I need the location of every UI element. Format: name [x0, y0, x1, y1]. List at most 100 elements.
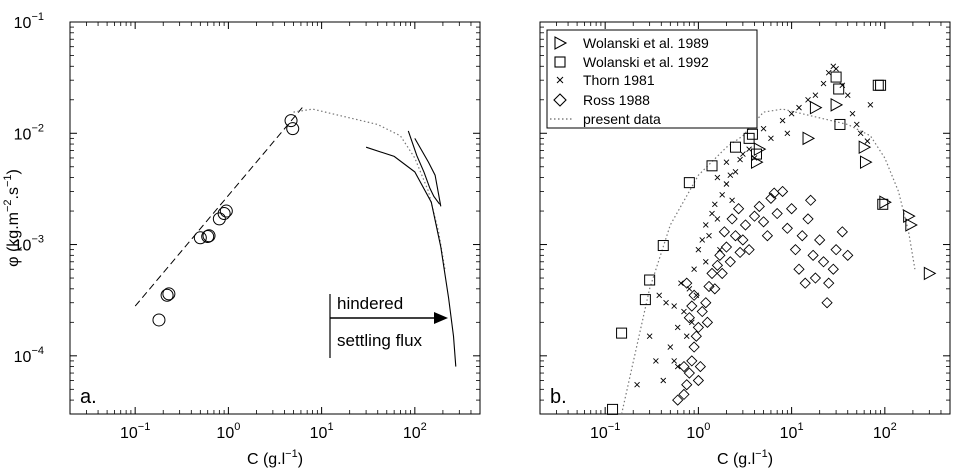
panel-a-xlabel: C (g.l−1) — [247, 448, 303, 468]
hindered-settling-curve — [365, 146, 457, 367]
dashed-fit-line — [134, 107, 303, 307]
circle-point — [201, 230, 215, 244]
thorn-1981-point — [660, 377, 667, 384]
ross-1988-point — [789, 244, 802, 256]
ross-1988-point — [683, 367, 695, 379]
wolanski-et-al-1992-point — [607, 403, 619, 415]
ross-1988-point — [809, 272, 822, 284]
ross-1988-point — [681, 277, 693, 289]
wolanski-et-al-1989-point — [905, 218, 918, 232]
ross-1988-point — [711, 259, 724, 271]
ross-1988-point — [732, 203, 745, 215]
wolanski-et-al-1989-point — [879, 195, 892, 210]
ross-1988-point — [814, 234, 826, 246]
ross-1988-point — [690, 330, 702, 342]
thorn-1981-point — [737, 156, 743, 163]
ross-1988-point — [765, 192, 777, 205]
thorn-1981-point — [653, 358, 659, 364]
thorn-1981-point — [746, 146, 752, 152]
ross-1988-point — [842, 249, 854, 261]
ross-1988-point — [709, 283, 721, 295]
panel-b-letter: b. — [550, 386, 567, 408]
ross-1988-point — [776, 185, 789, 198]
ross-1988-point — [716, 267, 728, 280]
wolanski-et-al-1992-point — [746, 128, 758, 140]
thorn-1981-point — [678, 280, 684, 286]
circle-point — [160, 288, 174, 302]
thorn-1981-point — [702, 258, 709, 265]
thorn-1981-point — [663, 299, 669, 306]
wolanski-et-al-1989-point — [750, 155, 764, 170]
legend-entry-wolanski-1992: Wolanski et al. 1992 — [583, 54, 709, 70]
wolanski-et-al-1992-point — [729, 141, 741, 153]
thorn-1981-point — [693, 292, 700, 299]
thorn-1981-point — [717, 246, 723, 253]
thorn-1981-point — [779, 117, 786, 124]
circle-point — [219, 204, 233, 218]
thorn-1981-point — [751, 155, 758, 161]
circle-point — [284, 114, 298, 128]
x-tick-label: 102 — [403, 421, 427, 442]
ross-1988-point — [739, 219, 752, 231]
circle-point — [152, 313, 166, 327]
circle-point — [162, 287, 176, 301]
legend-entry-ross-1988: Ross 1988 — [583, 92, 650, 108]
thorn-1981-point — [667, 344, 674, 350]
thorn-1981-point — [706, 232, 712, 239]
thorn-1981-point — [768, 135, 774, 142]
wolanski-et-al-1992-point — [706, 160, 718, 172]
legend-entry-wolanski-1989: Wolanski et al. 1989 — [583, 35, 709, 51]
thorn-1981-point — [849, 110, 856, 117]
legend-marker-triangle — [554, 36, 568, 50]
ross-1988-point — [821, 297, 833, 309]
ross-1988-point — [724, 256, 736, 268]
thorn-1981-point — [723, 159, 730, 165]
ross-1988-point — [681, 379, 693, 391]
ross-1988-point — [827, 263, 839, 275]
ross-1988-point — [757, 216, 770, 228]
wolanski-et-al-1989-point — [809, 100, 823, 115]
thorn-1981-point — [691, 266, 697, 273]
thorn-1981-point — [674, 363, 681, 370]
thorn-1981-point — [711, 201, 718, 208]
circle-point — [202, 229, 216, 243]
wolanski-et-al-1989-point — [802, 131, 816, 146]
ross-1988-point — [718, 226, 731, 238]
x-tick-label: 100 — [216, 421, 240, 442]
ross-1988-point — [753, 200, 765, 213]
hindered-settling-curve — [407, 130, 441, 205]
thorn-1981-point — [674, 324, 681, 331]
ross-1988-point — [817, 256, 830, 268]
hindered-settling-annotation: hindered settling flux — [329, 294, 448, 358]
thorn-1981-point — [844, 92, 851, 98]
ross-1988-point — [701, 316, 714, 328]
ross-1988-point — [771, 207, 783, 220]
panel-b-ticks: 10−1 100 101 102 — [540, 21, 950, 442]
legend-entry-thorn-1981: Thorn 1981 — [583, 72, 655, 88]
thorn-1981-point — [671, 358, 678, 364]
present-data-line — [621, 108, 916, 415]
wolanski-et-al-1992-point — [750, 148, 762, 160]
ross-1988-point — [700, 297, 712, 309]
y-tick-label: 10−4 — [14, 345, 44, 366]
thorn-1981-point — [695, 246, 702, 253]
wolanski-et-al-1992-point — [875, 79, 887, 91]
panel-b-frame — [539, 21, 951, 415]
legend: Wolanski et al. 1989 Wolanski et al. 199… — [546, 29, 758, 129]
ross-1988-point — [703, 280, 715, 293]
x-tick-label: 10−1 — [590, 421, 620, 442]
annotation-arrowhead — [434, 312, 448, 324]
wolanski-et-al-1992-point — [743, 132, 755, 144]
wolanski-et-al-1992-point — [639, 294, 651, 306]
circle-point — [217, 207, 231, 221]
wolanski-et-al-1992-point — [833, 83, 845, 95]
thorn-1981-point — [683, 333, 690, 340]
thorn-1981-point — [723, 181, 730, 187]
thorn-1981-point — [796, 104, 802, 111]
x-tick-label: 101 — [780, 421, 804, 442]
circle-point — [286, 122, 300, 136]
thorn-1981-point — [864, 138, 871, 144]
thorn-1981-point — [699, 237, 706, 243]
thorn-1981-point — [732, 169, 739, 175]
